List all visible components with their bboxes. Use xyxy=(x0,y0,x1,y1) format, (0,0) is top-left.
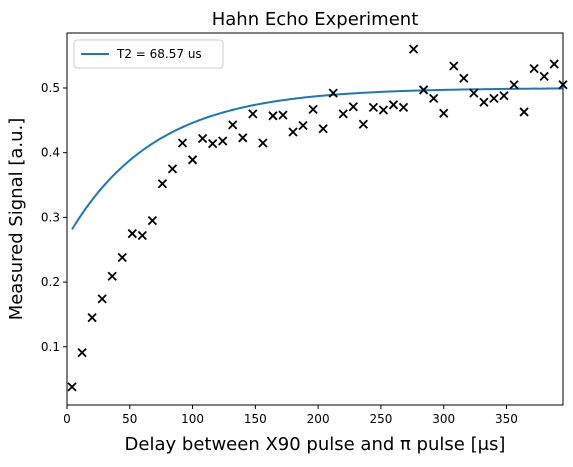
data-point-marker xyxy=(127,228,137,239)
data-point-marker xyxy=(308,104,318,114)
x-tick-label: 100 xyxy=(181,412,204,426)
y-axis-ticks: 0.1 0.2 0.3 0.4 0.5 xyxy=(41,81,67,354)
data-point-marker xyxy=(549,59,559,69)
data-point-marker xyxy=(328,88,338,98)
fit-curve-line xyxy=(71,87,564,230)
y-tick-label: 0.5 xyxy=(41,81,60,95)
data-point-marker xyxy=(157,179,168,189)
x-axis-ticks: 0 50 100 150 200 250 300 350 xyxy=(63,405,518,426)
data-point-marker xyxy=(418,85,429,95)
y-tick-label: 0.1 xyxy=(41,340,60,354)
data-point-marker xyxy=(137,230,147,241)
data-point-marker xyxy=(408,44,419,54)
data-point-marker xyxy=(87,313,97,323)
data-point-marker xyxy=(499,91,509,101)
y-tick-label: 0.4 xyxy=(41,146,60,160)
data-point-marker xyxy=(248,109,258,119)
y-tick-label: 0.3 xyxy=(41,210,60,224)
data-point-marker xyxy=(258,138,268,148)
data-point-marker xyxy=(187,155,198,165)
x-tick-label: 350 xyxy=(495,412,518,426)
data-point-marker xyxy=(398,102,409,113)
data-point-marker xyxy=(459,73,469,83)
data-point-marker xyxy=(388,100,399,110)
x-axis-label: Delay between X90 pulse and π pulse [μs] xyxy=(125,434,506,455)
data-point-marker xyxy=(167,164,178,174)
data-point-marker xyxy=(238,133,248,143)
data-point-marker xyxy=(67,382,77,392)
data-point-marker xyxy=(449,61,459,71)
data-point-marker xyxy=(97,294,107,304)
x-tick-label: 250 xyxy=(369,412,392,426)
chart-title: Hahn Echo Experiment xyxy=(212,9,419,30)
legend-label: T2 = 68.57 us xyxy=(116,47,202,61)
data-point-marker xyxy=(348,102,358,112)
data-point-marker xyxy=(197,133,208,144)
data-point-marker xyxy=(529,63,539,74)
data-point-marker xyxy=(107,271,117,281)
data-point-marker xyxy=(278,110,288,120)
data-point-marker xyxy=(228,120,238,130)
y-tick-label: 0.2 xyxy=(41,275,60,289)
data-point-marker xyxy=(378,105,389,115)
data-point-marker xyxy=(147,215,158,226)
plot-area xyxy=(67,44,568,392)
data-point-marker xyxy=(539,71,549,81)
data-point-marker xyxy=(429,93,439,103)
data-point-marker xyxy=(489,93,499,103)
data-point-marker xyxy=(318,124,328,134)
data-point-marker xyxy=(469,88,479,98)
data-point-marker xyxy=(439,108,449,118)
axes-frame xyxy=(66,32,564,406)
legend-box xyxy=(73,39,224,69)
y-axis-label: Measured Signal [a.u.] xyxy=(6,118,27,321)
x-tick-label: 150 xyxy=(244,412,267,426)
data-point-marker xyxy=(479,97,489,107)
data-point-marker xyxy=(77,347,87,358)
data-point-marker xyxy=(177,138,188,148)
x-tick-label: 200 xyxy=(307,412,330,426)
data-point-marker xyxy=(218,136,228,146)
x-tick-label: 300 xyxy=(432,412,455,426)
legend: T2 = 68.57 us xyxy=(73,39,224,69)
data-point-marker xyxy=(288,127,298,137)
data-point-marker xyxy=(509,80,519,90)
data-point-marker xyxy=(358,119,368,129)
data-point-marker xyxy=(117,252,127,263)
x-tick-label: 50 xyxy=(122,412,137,426)
x-tick-label: 0 xyxy=(63,412,71,426)
data-point-marker xyxy=(519,107,529,117)
data-point-marker xyxy=(208,138,218,149)
data-point-marker xyxy=(298,120,308,131)
data-point-marker xyxy=(368,102,379,113)
data-point-marker xyxy=(268,111,278,121)
data-point-marker xyxy=(338,109,348,119)
